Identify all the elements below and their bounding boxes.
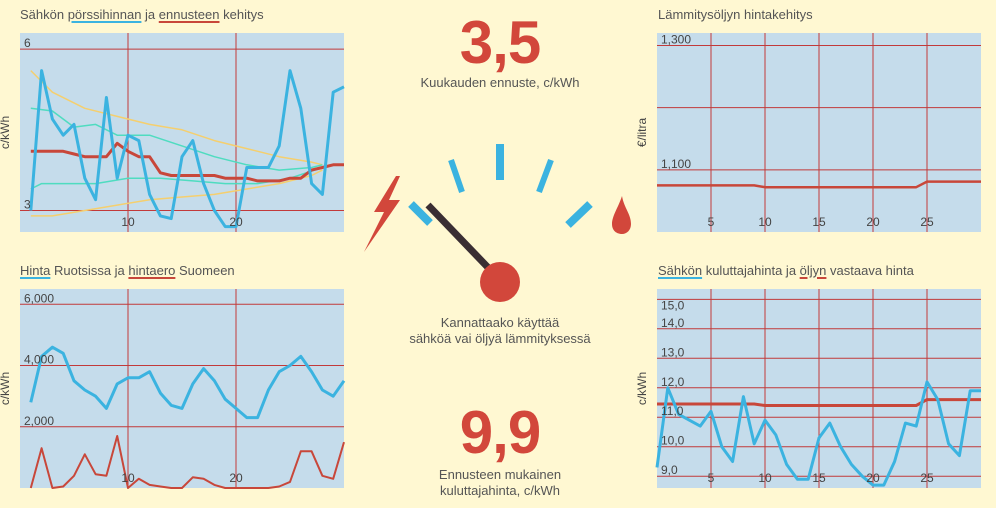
x-tick-label: 5: [708, 471, 715, 485]
chart-title-spot-price: Sähkön pörssihinnan ja ennusteen kehitys: [20, 7, 264, 22]
title-text: vastaava hinta: [826, 263, 914, 278]
x-tick-label: 25: [920, 215, 934, 229]
chart-title-heating-oil: Lämmitysöljyn hintakehitys: [658, 7, 813, 22]
gauge-tick: [565, 201, 593, 228]
y-tick-label: 2,000: [24, 414, 54, 428]
title-text: Ruotsissa ja: [50, 263, 129, 278]
y-tick-label: 15,0: [661, 298, 685, 312]
consumer-price-chart: 9,0 10,0 11,0 12,0 13,0 14,0 15,0 5 10 15 20 25 c/kW…: [635, 289, 981, 488]
x-tick-label: 5: [708, 215, 715, 229]
consumer-label-line: Ennusteen mukainen: [438, 467, 562, 482]
series-line-band-inner-upper: [30, 107, 323, 171]
series-line-heating-oil: [657, 180, 981, 189]
y-tick-label: 11,0: [661, 404, 684, 418]
forecast-value: 3,5: [459, 9, 541, 76]
x-tick-label: 10: [758, 215, 772, 229]
consumer-price-label: Ennusteen mukainen kuluttajahinta, c/kWh: [380, 467, 620, 499]
title-legend-consumer-price: Sähkön: [658, 263, 703, 278]
x-tick-label: 10: [758, 471, 772, 485]
y-axis-label: c/kWh: [0, 116, 12, 149]
heating-oil-chart: 1,100 1,300 5 10 15 20 25 €/litra: [635, 32, 981, 232]
chart-title-sweden: Hinta Ruotsissa ja hintaero Suomeen: [20, 263, 235, 278]
title-text: kehitys: [219, 7, 264, 22]
y-tick-label: 9,0: [661, 463, 678, 477]
sweden-price-chart: 2,000 4,000 6,000 10 20 c/kWh: [0, 289, 346, 489]
plot-area: [20, 33, 344, 232]
y-tick-label: 6: [24, 36, 31, 50]
y-tick-label: 13,0: [661, 345, 685, 359]
consumer-label-line: kuluttajahinta, c/kWh: [440, 483, 560, 498]
x-tick-label: 15: [812, 471, 826, 485]
y-tick-label: 1,300: [661, 32, 691, 46]
title-text: Lämmitysöljyn hintakehitys: [658, 7, 813, 22]
series-line-spot-price: [29, 69, 345, 229]
plot-area: [20, 289, 344, 488]
y-tick-label: 6,000: [24, 291, 54, 305]
title-legend-forecast: ennusteen: [158, 7, 220, 22]
title-text: Suomeen: [175, 263, 235, 278]
x-tick-label: 20: [229, 215, 243, 229]
x-tick-label: 20: [229, 471, 243, 485]
chart-title-consumer: Sähkön kuluttajahinta ja öljyn vastaava …: [658, 263, 914, 278]
forecast-label: Kuukauden ennuste, c/kWh: [420, 75, 580, 90]
y-tick-label: 12,0: [661, 375, 685, 389]
series-line-band-outer-upper: [30, 70, 323, 166]
flame-drop-icon: [612, 196, 631, 234]
spot-price-chart: 3 6 10 20 c/kWh: [0, 33, 345, 232]
y-tick-label: 14,0: [661, 316, 685, 330]
x-tick-label: 20: [866, 215, 880, 229]
gauge-tick: [448, 159, 465, 193]
y-axis-label: c/kWh: [0, 372, 12, 405]
y-tick-label: 1,100: [661, 157, 691, 171]
title-text: kuluttajahinta ja: [702, 263, 800, 278]
y-axis-label: c/kWh: [635, 372, 649, 405]
title-legend-oil-equivalent: öljyn: [799, 263, 827, 278]
consumer-price-value: 9,9: [459, 399, 541, 466]
x-tick-label: 20: [866, 471, 880, 485]
y-tick-label: 3: [24, 197, 31, 211]
x-tick-label: 25: [920, 471, 934, 485]
question-text: Kannattaako käyttää sähköä vai öljyä läm…: [380, 315, 620, 347]
series-line-price-difference: [29, 435, 345, 489]
x-tick-label: 15: [812, 215, 826, 229]
title-legend-price-difference: hintaero: [128, 263, 176, 278]
gauge-hub: [480, 262, 520, 302]
title-text: Sähkön: [20, 7, 68, 22]
title-legend-sweden-price: Hinta: [20, 263, 51, 278]
question-line: sähköä vai öljyä lämmityksessä: [409, 331, 591, 346]
title-legend-spot-price: pörssihinnan: [67, 7, 142, 22]
y-tick-label: 10,0: [661, 434, 685, 448]
gauge-tick: [408, 201, 433, 226]
question-line: Kannattaako käyttää: [440, 315, 560, 330]
series-line-sweden-price: [29, 345, 346, 420]
y-axis-label: €/litra: [635, 118, 649, 148]
gauge-tick: [536, 158, 554, 194]
series-line-consumer-price: [655, 380, 981, 487]
lightning-bolt-icon: [364, 176, 400, 252]
title-text: ja: [141, 7, 159, 22]
series-line-band-outer-lower: [30, 169, 323, 217]
x-tick-label: 10: [121, 215, 135, 229]
gauge: [364, 144, 631, 302]
x-tick-label: 10: [121, 471, 135, 485]
series-line-oil-equivalent: [657, 398, 981, 407]
series-line-forecast: [30, 141, 344, 183]
y-tick-label: 4,000: [24, 353, 54, 367]
